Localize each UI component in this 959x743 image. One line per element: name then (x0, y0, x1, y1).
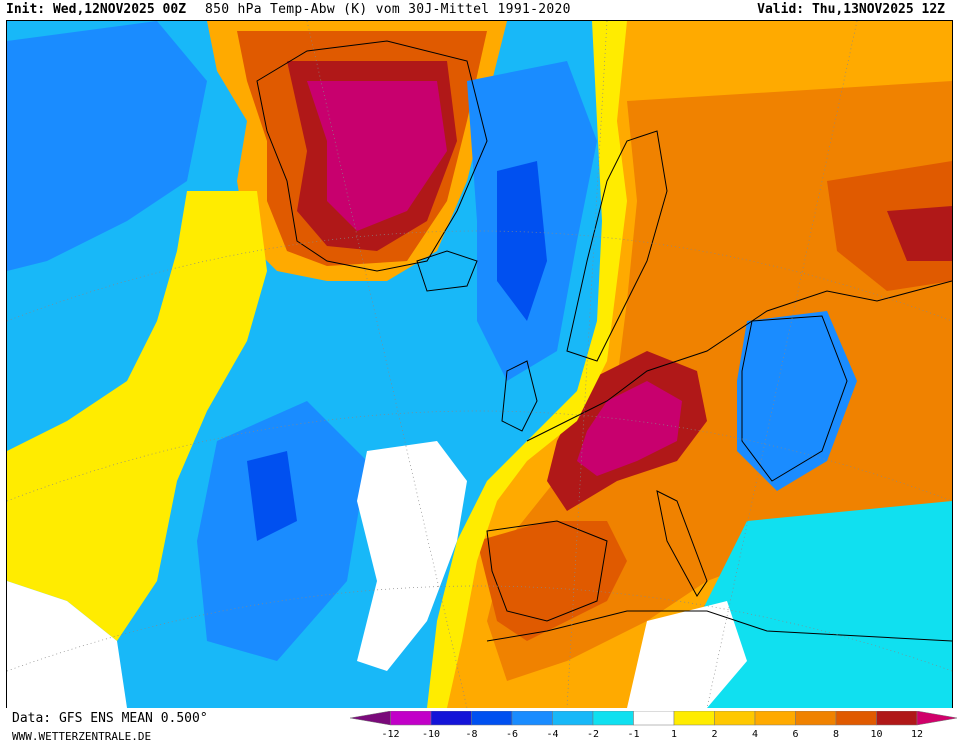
website-label: WWW.WETTERZENTRALE.DE (12, 730, 152, 743)
legend-tick-label: 4 (752, 729, 758, 739)
graticule-meridian-1 (306, 21, 468, 708)
legend-color-box (390, 711, 432, 726)
legend-ticks: -12 -10 -8 -6 -4 -2 -1 1 2 4 6 8 10 12 (381, 729, 923, 739)
legend-tick-label: 8 (833, 729, 839, 739)
legend-color-box (471, 711, 513, 726)
anomaly-map (6, 20, 953, 709)
init-time: Init: Wed,12NOV2025 00Z (6, 2, 186, 17)
warm-iberia (477, 521, 627, 641)
cold-canada (7, 21, 207, 271)
neutral-north-africa (627, 601, 747, 708)
neutral-atlantic-west (357, 441, 467, 671)
graticule-line-2 (7, 410, 952, 502)
coastline-scandinavia (566, 130, 668, 362)
graticule-line-3 (7, 585, 952, 672)
warm-greenland-max (307, 81, 447, 231)
coastline-europe-north (526, 280, 952, 442)
legend-color-box (876, 711, 918, 726)
cold-norwegian-core (497, 161, 547, 321)
cold-black-sea (737, 311, 857, 491)
yellow-greenland-west (7, 191, 267, 641)
coastline-iberia (486, 520, 608, 622)
yellow-fringe-europe (427, 21, 627, 708)
color-legend: -12 -10 -8 -6 -4 -2 -1 1 2 4 6 8 10 12 (349, 711, 957, 739)
coastline-italy (656, 490, 708, 597)
legend-color-box (916, 711, 957, 726)
valid-value: Thu,13NOV2025 12Z (811, 2, 945, 17)
data-source: Data: GFS ENS MEAN 0.500° (12, 711, 208, 726)
legend-tick-label: -10 (422, 729, 440, 739)
legend-color-box (714, 711, 756, 726)
legend-tick-label: 2 (711, 729, 717, 739)
graticule-meridian-2 (566, 21, 608, 708)
legend-color-box (349, 711, 391, 726)
init-label: Init: (6, 2, 46, 17)
legend-tick-label: -6 (506, 729, 518, 739)
legend-tick-label: -12 (381, 729, 399, 739)
legend-tick-label: 6 (792, 729, 798, 739)
coastline-black-sea (741, 315, 848, 482)
legend-tick-label: 12 (911, 729, 923, 739)
graticule (7, 21, 952, 708)
coastline-north-africa (486, 610, 952, 642)
coastline-british-isles (501, 360, 538, 432)
coastline-greenland (256, 40, 488, 272)
neutral-labrador (7, 581, 127, 708)
map-title: 850 hPa Temp-Abw (K) vom 30J-Mittel 1991… (205, 2, 571, 17)
legend-color-box (430, 711, 472, 726)
valid-time: Valid: Thu,13NOV2025 12Z (757, 2, 945, 17)
valid-label: Valid: (757, 2, 805, 17)
coastline-iceland (416, 250, 478, 292)
coastlines (256, 40, 952, 642)
legend-color-box (552, 711, 594, 726)
legend-color-box (592, 711, 634, 726)
legend-tick-label: -1 (627, 729, 639, 739)
graticule-line-1 (7, 230, 952, 322)
legend-tick-label: -2 (587, 729, 599, 739)
legend-tick-label: -8 (465, 729, 477, 739)
warm-max-central-europe (577, 381, 682, 476)
map-header: Init: Wed,12NOV2025 00Z 850 hPa Temp-Abw… (0, 0, 959, 20)
legend-color-box (511, 711, 553, 726)
legend-tick-label: -4 (546, 729, 558, 739)
legend-color-box (795, 711, 837, 726)
legend-color-box (633, 711, 675, 726)
legend-tick-label: 1 (671, 729, 677, 739)
cold-atlantic-deep (197, 401, 367, 661)
cold-atlantic-core (247, 451, 297, 541)
anomaly-map-svg (7, 21, 952, 708)
legend-color-box (754, 711, 796, 726)
legend-tick-label: 10 (870, 729, 882, 739)
legend-boxes (349, 711, 957, 726)
warm-east-core (887, 206, 952, 261)
legend-color-box (835, 711, 877, 726)
cold-mediterranean-east (687, 501, 952, 708)
init-value: Wed,12NOV2025 00Z (52, 2, 187, 17)
legend-color-box (673, 711, 715, 726)
